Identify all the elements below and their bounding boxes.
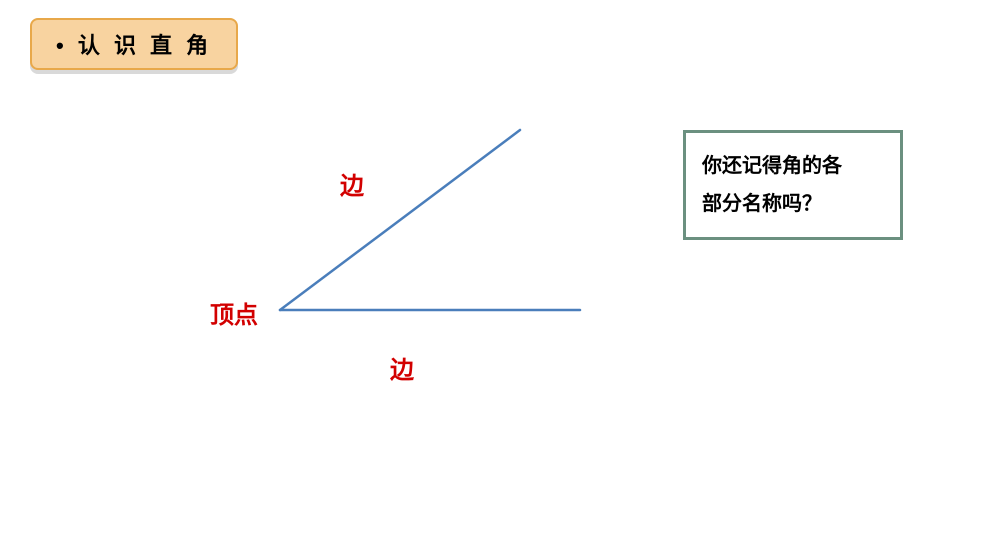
question-box: 你还记得角的各 部分名称吗？ — [683, 130, 903, 240]
question-line-1: 你还记得角的各 — [702, 147, 884, 185]
edge-bottom-label: 边 — [390, 350, 414, 385]
title-text: 认 识 直 角 — [78, 33, 212, 58]
bullet-icon: • — [56, 33, 68, 58]
question-line-2: 部分名称吗？ — [702, 185, 884, 223]
edge-top-label: 边 — [340, 166, 364, 201]
vertex-label: 顶点 — [210, 295, 258, 330]
title-banner: • 认 识 直 角 — [30, 18, 238, 70]
angle-ray-top — [280, 130, 520, 310]
angle-diagram: 顶点 边 边 — [200, 120, 620, 400]
